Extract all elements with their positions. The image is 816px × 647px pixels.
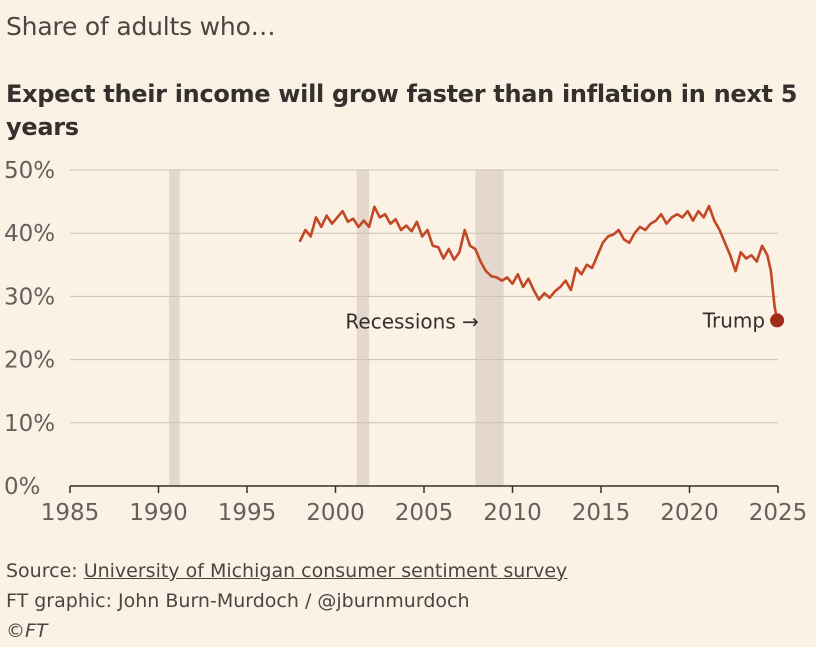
- footer: Source: University of Michigan consumer …: [6, 556, 567, 646]
- x-tick-label: 2015: [572, 500, 631, 526]
- series-line: [298, 204, 779, 322]
- x-tick-label: 1995: [218, 500, 277, 526]
- copyright-line: ©FT: [6, 620, 48, 642]
- annotations: Recessions → Trump: [345, 308, 785, 334]
- line-chart: 0% 10% 20% 30% 40% 50% 1985 1990 1995 2000 2005 201…: [4, 158, 807, 526]
- x-tick-label: 2005: [395, 500, 454, 526]
- trump-annotation: Trump: [702, 308, 765, 332]
- x-tick-label: 1990: [129, 500, 188, 526]
- source-line: Source: University of Michigan consumer …: [6, 556, 567, 586]
- axes: 0% 10% 20% 30% 40% 50% 1985 1990 1995 2000 2005 201…: [4, 158, 807, 526]
- x-tick-label: 2020: [660, 500, 719, 526]
- y-tick-label: 40%: [4, 221, 55, 247]
- x-tick-label: 2025: [749, 500, 808, 526]
- source-prefix: Source:: [6, 560, 84, 582]
- y-tick-label: 0%: [4, 474, 41, 500]
- y-tick-label: 20%: [4, 348, 55, 374]
- chart-supertitle: Share of adults who…: [6, 12, 276, 41]
- recession-bands: [169, 170, 504, 486]
- source-link[interactable]: University of Michigan consumer sentimen…: [83, 560, 568, 582]
- x-tick-label: 1985: [41, 500, 100, 526]
- y-tick-label: 50%: [4, 158, 55, 184]
- y-tick-label: 30%: [4, 284, 55, 310]
- recession-band-1: [169, 170, 180, 486]
- x-tick-label: 2010: [483, 500, 542, 526]
- trump-data-point: [770, 313, 785, 328]
- chart-title: Expect their income will grow faster tha…: [6, 80, 798, 141]
- credit-line: FT graphic: John Burn-Murdoch / @jburnmu…: [6, 590, 470, 612]
- y-tick-label: 10%: [4, 411, 55, 437]
- recession-band-2: [356, 170, 370, 486]
- x-tick-label: 2000: [306, 500, 365, 526]
- recessions-annotation: Recessions →: [345, 310, 478, 334]
- recession-band-3: [475, 170, 504, 486]
- income-expectation-line: [298, 204, 779, 322]
